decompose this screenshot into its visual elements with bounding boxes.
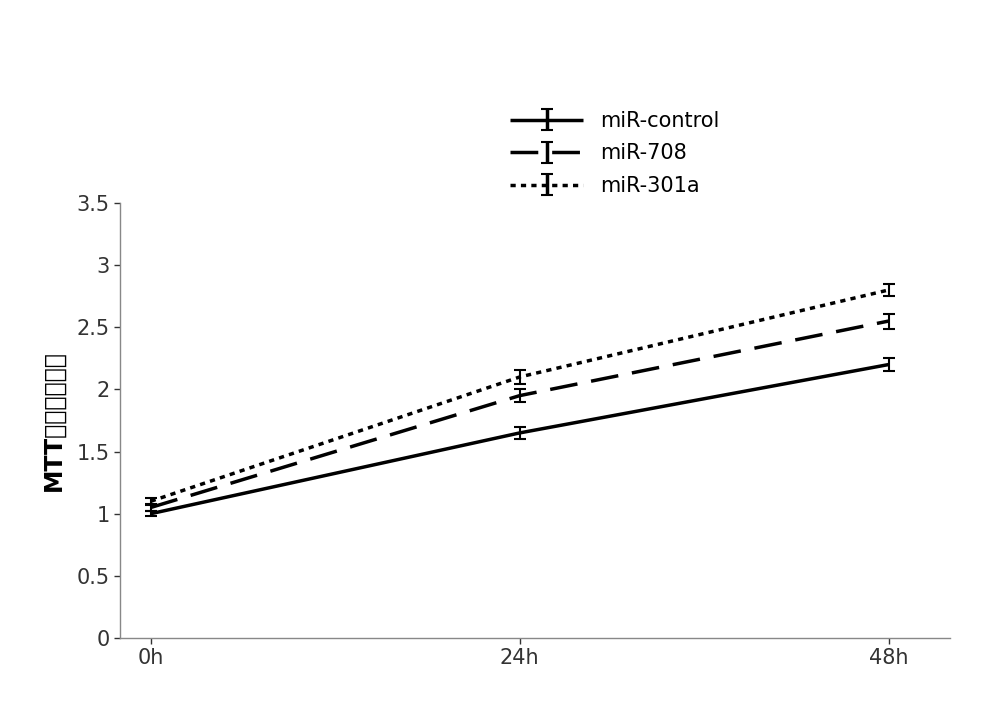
Y-axis label: MTT细胞增殖能力: MTT细胞增殖能力 [41, 350, 65, 491]
Legend: miR-control, miR-708, miR-301a: miR-control, miR-708, miR-301a [504, 104, 725, 202]
